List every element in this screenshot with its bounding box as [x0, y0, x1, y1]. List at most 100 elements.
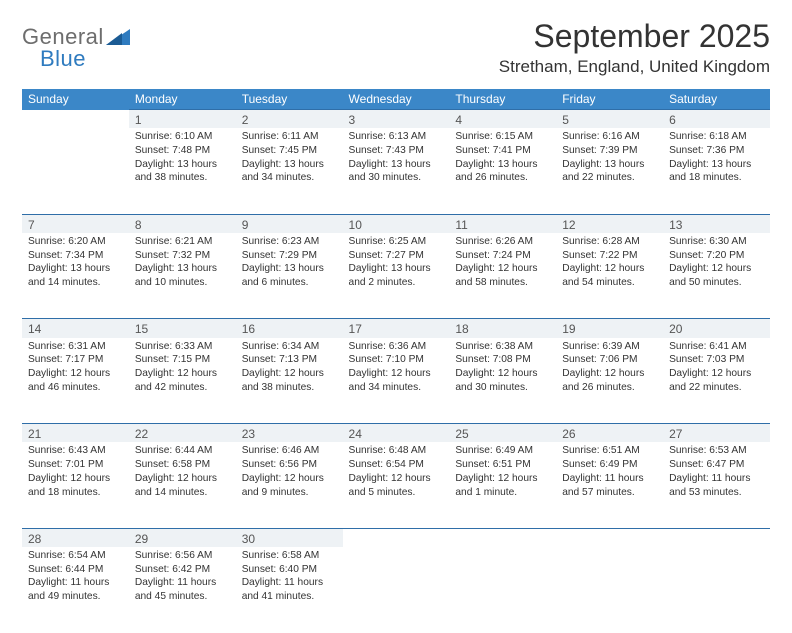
day-content-cell: Sunrise: 6:13 AMSunset: 7:43 PMDaylight:…: [343, 128, 450, 214]
sunrise-text: Sunrise: 6:46 AM: [242, 444, 337, 458]
daylight-text-2: and 38 minutes.: [242, 381, 337, 395]
sunset-text: Sunset: 7:36 PM: [669, 144, 764, 158]
day-number-cell: 11: [449, 214, 556, 233]
day-number-cell: 5: [556, 110, 663, 129]
sunrise-text: Sunrise: 6:26 AM: [455, 235, 550, 249]
daylight-text-1: Daylight: 12 hours: [135, 367, 230, 381]
sunrise-text: Sunrise: 6:44 AM: [135, 444, 230, 458]
day-content-cell: Sunrise: 6:28 AMSunset: 7:22 PMDaylight:…: [556, 233, 663, 319]
daylight-text-1: Daylight: 12 hours: [455, 472, 550, 486]
day-number-cell: 14: [22, 319, 129, 338]
week-daynum-row: 78910111213: [22, 214, 770, 233]
daylight-text-1: Daylight: 12 hours: [562, 367, 657, 381]
sunset-text: Sunset: 6:51 PM: [455, 458, 550, 472]
logo: General Blue: [22, 24, 130, 72]
day-number-cell: 3: [343, 110, 450, 129]
daylight-text-1: Daylight: 13 hours: [349, 262, 444, 276]
header: General Blue September 2025 Stretham, En…: [22, 18, 770, 77]
daylight-text-2: and 18 minutes.: [28, 486, 123, 500]
sunrise-text: Sunrise: 6:56 AM: [135, 549, 230, 563]
daylight-text-1: Daylight: 12 hours: [242, 367, 337, 381]
daylight-text-2: and 5 minutes.: [349, 486, 444, 500]
daylight-text-2: and 54 minutes.: [562, 276, 657, 290]
day-number-cell: 7: [22, 214, 129, 233]
sunset-text: Sunset: 7:34 PM: [28, 249, 123, 263]
sunrise-text: Sunrise: 6:38 AM: [455, 340, 550, 354]
week-content-row: Sunrise: 6:43 AMSunset: 7:01 PMDaylight:…: [22, 442, 770, 528]
daylight-text-2: and 10 minutes.: [135, 276, 230, 290]
month-title: September 2025: [499, 18, 770, 55]
sunrise-text: Sunrise: 6:43 AM: [28, 444, 123, 458]
sunrise-text: Sunrise: 6:48 AM: [349, 444, 444, 458]
day-number-cell: 6: [663, 110, 770, 129]
daylight-text-1: Daylight: 12 hours: [28, 367, 123, 381]
daylight-text-1: Daylight: 13 hours: [135, 158, 230, 172]
week-daynum-row: 123456: [22, 110, 770, 129]
day-number-cell: 25: [449, 424, 556, 443]
daylight-text-2: and 42 minutes.: [135, 381, 230, 395]
daylight-text-1: Daylight: 12 hours: [562, 262, 657, 276]
day-content-cell: Sunrise: 6:39 AMSunset: 7:06 PMDaylight:…: [556, 338, 663, 424]
day-content-cell: [22, 128, 129, 214]
day-content-cell: Sunrise: 6:26 AMSunset: 7:24 PMDaylight:…: [449, 233, 556, 319]
sunrise-text: Sunrise: 6:25 AM: [349, 235, 444, 249]
day-content-cell: Sunrise: 6:23 AMSunset: 7:29 PMDaylight:…: [236, 233, 343, 319]
day-number-cell: 13: [663, 214, 770, 233]
sunrise-text: Sunrise: 6:58 AM: [242, 549, 337, 563]
week-daynum-row: 14151617181920: [22, 319, 770, 338]
sunrise-text: Sunrise: 6:15 AM: [455, 130, 550, 144]
daylight-text-1: Daylight: 13 hours: [455, 158, 550, 172]
day-number-cell: 19: [556, 319, 663, 338]
day-content-cell: Sunrise: 6:54 AMSunset: 6:44 PMDaylight:…: [22, 547, 129, 633]
day-content-cell: Sunrise: 6:56 AMSunset: 6:42 PMDaylight:…: [129, 547, 236, 633]
daylight-text-1: Daylight: 12 hours: [669, 367, 764, 381]
daylight-text-2: and 22 minutes.: [562, 171, 657, 185]
logo-text-blue: Blue: [40, 46, 130, 72]
sunrise-text: Sunrise: 6:30 AM: [669, 235, 764, 249]
sunrise-text: Sunrise: 6:21 AM: [135, 235, 230, 249]
day-content-cell: Sunrise: 6:44 AMSunset: 6:58 PMDaylight:…: [129, 442, 236, 528]
weekday-header-row: Sunday Monday Tuesday Wednesday Thursday…: [22, 89, 770, 110]
daylight-text-1: Daylight: 11 hours: [669, 472, 764, 486]
day-number-cell: [556, 528, 663, 547]
sunset-text: Sunset: 7:24 PM: [455, 249, 550, 263]
daylight-text-1: Daylight: 13 hours: [242, 158, 337, 172]
daylight-text-2: and 50 minutes.: [669, 276, 764, 290]
daylight-text-1: Daylight: 12 hours: [135, 472, 230, 486]
daylight-text-1: Daylight: 13 hours: [28, 262, 123, 276]
sunrise-text: Sunrise: 6:23 AM: [242, 235, 337, 249]
day-number-cell: [22, 110, 129, 129]
sunset-text: Sunset: 7:45 PM: [242, 144, 337, 158]
sunset-text: Sunset: 7:10 PM: [349, 353, 444, 367]
daylight-text-1: Daylight: 13 hours: [669, 158, 764, 172]
daylight-text-2: and 14 minutes.: [135, 486, 230, 500]
sunset-text: Sunset: 7:22 PM: [562, 249, 657, 263]
daylight-text-1: Daylight: 13 hours: [135, 262, 230, 276]
daylight-text-2: and 9 minutes.: [242, 486, 337, 500]
sunrise-text: Sunrise: 6:33 AM: [135, 340, 230, 354]
day-number-cell: 16: [236, 319, 343, 338]
daylight-text-1: Daylight: 11 hours: [28, 576, 123, 590]
sunrise-text: Sunrise: 6:34 AM: [242, 340, 337, 354]
weekday-header: Wednesday: [343, 89, 450, 110]
day-content-cell: Sunrise: 6:30 AMSunset: 7:20 PMDaylight:…: [663, 233, 770, 319]
day-number-cell: 8: [129, 214, 236, 233]
day-content-cell: Sunrise: 6:20 AMSunset: 7:34 PMDaylight:…: [22, 233, 129, 319]
day-number-cell: 1: [129, 110, 236, 129]
day-content-cell: Sunrise: 6:38 AMSunset: 7:08 PMDaylight:…: [449, 338, 556, 424]
daylight-text-1: Daylight: 13 hours: [242, 262, 337, 276]
weekday-header: Monday: [129, 89, 236, 110]
day-content-cell: Sunrise: 6:46 AMSunset: 6:56 PMDaylight:…: [236, 442, 343, 528]
daylight-text-2: and 46 minutes.: [28, 381, 123, 395]
day-content-cell: Sunrise: 6:33 AMSunset: 7:15 PMDaylight:…: [129, 338, 236, 424]
day-number-cell: 27: [663, 424, 770, 443]
sunrise-text: Sunrise: 6:31 AM: [28, 340, 123, 354]
day-content-cell: Sunrise: 6:15 AMSunset: 7:41 PMDaylight:…: [449, 128, 556, 214]
daylight-text-1: Daylight: 11 hours: [562, 472, 657, 486]
sunrise-text: Sunrise: 6:28 AM: [562, 235, 657, 249]
sunset-text: Sunset: 7:13 PM: [242, 353, 337, 367]
daylight-text-1: Daylight: 11 hours: [242, 576, 337, 590]
daylight-text-2: and 30 minutes.: [455, 381, 550, 395]
daylight-text-2: and 6 minutes.: [242, 276, 337, 290]
day-content-cell: Sunrise: 6:49 AMSunset: 6:51 PMDaylight:…: [449, 442, 556, 528]
